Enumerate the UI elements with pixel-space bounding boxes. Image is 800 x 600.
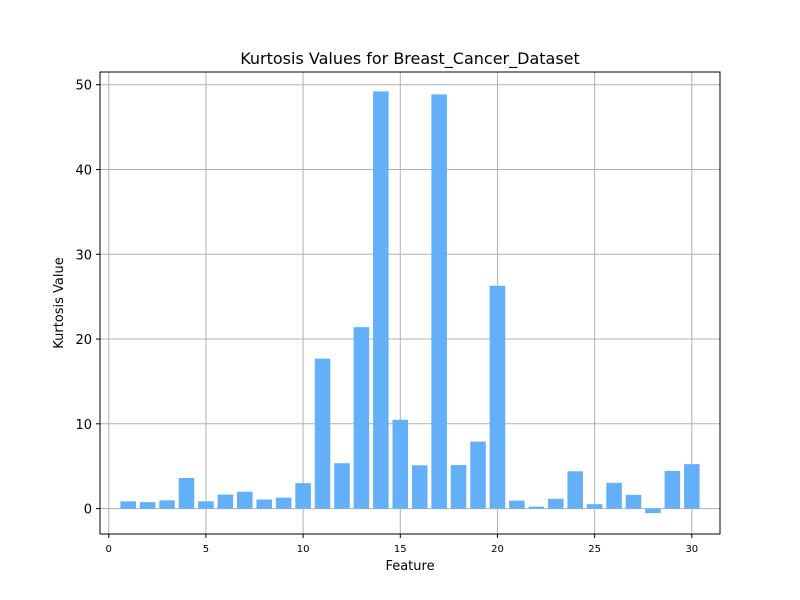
y-axis-label: Kurtosis Value xyxy=(52,257,67,349)
bar-feature-12 xyxy=(334,463,350,509)
bar-feature-19 xyxy=(470,441,486,509)
chart-title: Kurtosis Values for Breast_Cancer_Datase… xyxy=(240,49,580,69)
bar-feature-13 xyxy=(353,327,370,509)
y-tick-label: 50 xyxy=(75,79,92,94)
bar-feature-14 xyxy=(373,91,389,509)
bar-feature-6 xyxy=(217,494,234,509)
bar-feature-4 xyxy=(178,477,195,509)
y-tick-label: 10 xyxy=(75,418,92,433)
y-tick-label: 40 xyxy=(75,163,92,178)
x-tick-label: 20 xyxy=(491,544,504,555)
bars xyxy=(120,91,700,514)
x-tick-label: 10 xyxy=(297,544,310,555)
bar-feature-22 xyxy=(528,506,545,509)
axis-ticks: 0 5 10 15 20 25 30 0 10 20 30 40 50 xyxy=(75,79,698,555)
x-tick-label: 15 xyxy=(394,544,407,555)
bar-feature-1 xyxy=(120,501,136,509)
bar-feature-28 xyxy=(645,508,661,514)
bar-feature-25 xyxy=(586,504,603,509)
bar-feature-16 xyxy=(411,465,428,509)
bar-feature-7 xyxy=(237,491,253,509)
bar-feature-18 xyxy=(450,465,467,509)
bar-feature-29 xyxy=(664,470,681,509)
bar-feature-20 xyxy=(489,285,506,509)
bar-feature-3 xyxy=(159,500,175,509)
x-tick-label: 5 xyxy=(203,544,209,555)
bar-feature-26 xyxy=(606,482,622,509)
x-axis-label: Feature xyxy=(385,559,434,574)
y-tick-label: 30 xyxy=(75,248,92,263)
bar-feature-9 xyxy=(275,497,292,509)
bar-feature-11 xyxy=(314,358,331,509)
bar-feature-8 xyxy=(256,499,273,509)
bar-feature-17 xyxy=(431,94,447,509)
bar-feature-5 xyxy=(198,501,214,509)
x-tick-label: 0 xyxy=(106,544,112,555)
bar-feature-23 xyxy=(547,498,564,509)
bar-feature-30 xyxy=(684,464,700,509)
x-tick-label: 30 xyxy=(685,544,698,555)
x-tick-label: 25 xyxy=(588,544,601,555)
bar-feature-10 xyxy=(295,483,311,509)
bar-feature-21 xyxy=(509,500,525,509)
bar-feature-24 xyxy=(567,471,583,509)
plot-frame xyxy=(99,71,721,535)
y-tick-label: 20 xyxy=(75,333,92,348)
bar-feature-27 xyxy=(625,494,642,509)
bar-feature-15 xyxy=(392,419,409,509)
y-tick-label: 0 xyxy=(84,503,92,518)
bar-feature-2 xyxy=(139,502,156,509)
